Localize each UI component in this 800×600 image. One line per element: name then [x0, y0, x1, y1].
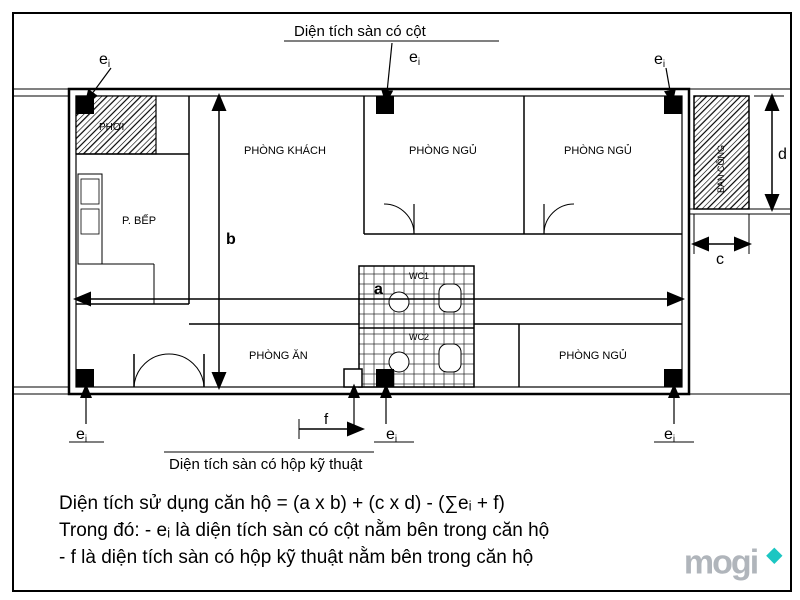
column-tm — [376, 96, 394, 114]
column-tr — [664, 96, 682, 114]
balcony-label: BAN CÔNG — [716, 145, 726, 193]
formula-3: - f là diện tích sàn có hộp kỹ thuật nằm… — [59, 546, 533, 568]
wm-text1: mog — [684, 543, 750, 581]
column-bm — [376, 369, 394, 387]
wm-text2: i — [750, 543, 757, 581]
bep-label: P. BẾP — [122, 214, 156, 227]
ngu2-label: PHÒNG NGỦ — [564, 144, 632, 157]
diagram-frame: Diện tích sàn có cột BAN CÔNG PHƠI WC1 W… — [12, 12, 792, 592]
f-box — [344, 369, 362, 387]
dim-f: f — [324, 411, 329, 428]
watermark: mogi ◆ — [684, 542, 780, 582]
dim-a: a — [374, 281, 383, 298]
title-top: Diện tích sàn có cột — [294, 23, 427, 40]
dim-c: c — [716, 251, 724, 268]
title-bottom: Diện tích sàn có hộp kỹ thuật — [169, 456, 363, 473]
an-label: PHÒNG ĂN — [249, 349, 308, 362]
wc1-label: WC1 — [409, 271, 429, 281]
dim-b: b — [226, 231, 236, 248]
column-tl — [76, 96, 94, 114]
ei-tr: ei — [654, 51, 665, 70]
ngu1-label: PHÒNG NGỦ — [409, 144, 477, 157]
wm-dot: ◆ — [767, 544, 780, 566]
phoi-label: PHƠI — [99, 122, 124, 133]
dim-d: d — [778, 146, 787, 163]
formula-1: Diện tích sử dụng căn hộ = (a x b) + (c … — [59, 493, 505, 514]
column-br — [664, 369, 682, 387]
formula-2: Trong đó: - eᵢ là diện tích sàn có cột n… — [59, 519, 549, 541]
khach-label: PHÒNG KHÁCH — [244, 144, 326, 157]
floorplan-svg: Diện tích sàn có cột BAN CÔNG PHƠI WC1 W… — [14, 14, 790, 590]
ei-tl: ei — [99, 51, 110, 70]
column-bl — [76, 369, 94, 387]
ei-tm: ei — [409, 49, 420, 68]
ngu3-label: PHÒNG NGỦ — [559, 349, 627, 362]
wc2-label: WC2 — [409, 332, 429, 342]
